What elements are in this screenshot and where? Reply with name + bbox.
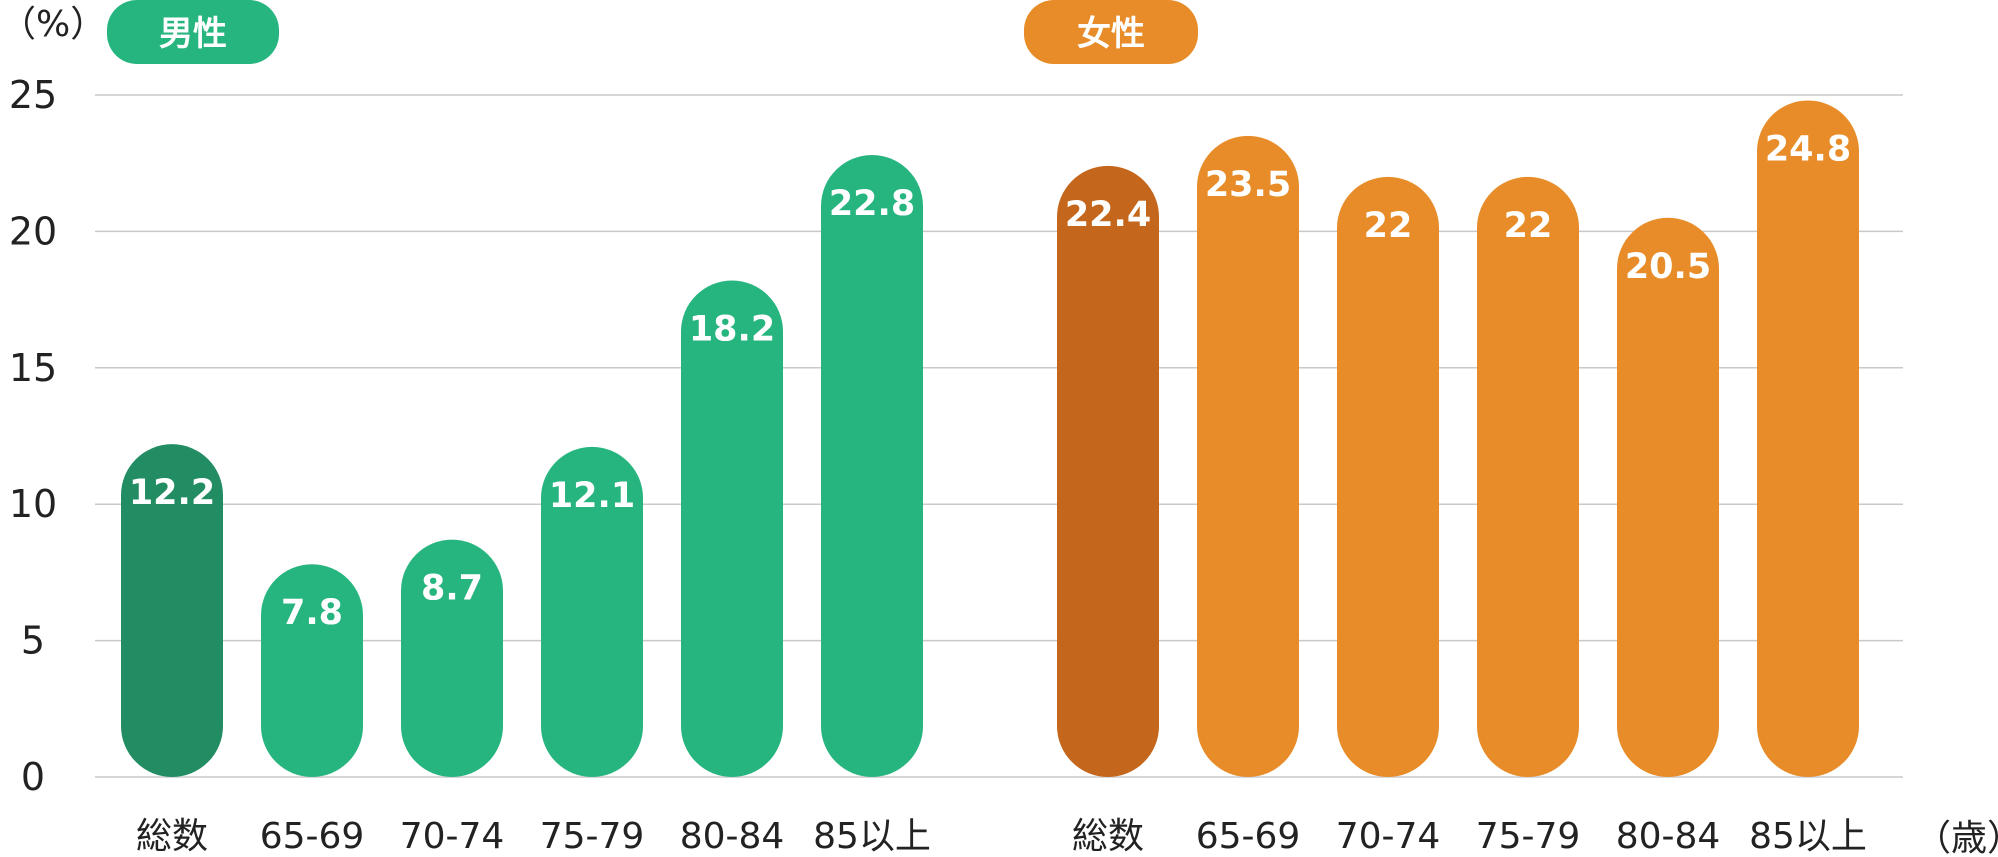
data-value-label: 20.5 [1625,247,1711,287]
bar [1057,165,1159,778]
data-value-label: 23.5 [1205,165,1291,205]
x-category-label: 80-84 [680,816,785,857]
data-value-label: 18.2 [689,310,775,350]
bar [1197,135,1299,778]
bar [1477,176,1579,778]
x-category-label: 総数 [136,816,208,857]
y-tick-label: 15 [9,346,57,390]
data-value-label: 12.2 [129,473,215,513]
y-axis-ticks: 0 5 10 15 20 25 [9,73,57,799]
bar [121,444,223,777]
x-category-label: 80-84 [1616,816,1721,857]
x-category-label: 65-69 [260,816,365,857]
series-name-label: 男性 [159,14,227,54]
y-axis-unit-label: （%） [0,4,106,45]
data-value-label: 7.8 [281,593,343,633]
bars: 12.2 7.8 8.7 12.1 18.2 22.8 22.4 23.5 22 22 20.5 24… [121,100,1859,778]
y-tick-label: 20 [9,209,57,253]
bar [1337,176,1439,778]
y-tick-label: 25 [9,73,57,117]
y-tick-label: 0 [21,755,45,799]
bar [401,539,503,777]
y-tick-label: 10 [9,482,57,526]
x-category-label: 65-69 [1196,816,1301,857]
x-category-label: 総数 [1072,816,1144,857]
bar [681,280,783,777]
x-category-label: 85以上 [1749,816,1867,857]
x-category-label: 70-74 [400,816,505,857]
group-legend-pills: 男性 女性 [107,0,1198,64]
data-value-label: 22.4 [1065,195,1151,235]
bar [1617,217,1719,777]
x-category-label: 85以上 [813,816,931,857]
data-value-label: 22.8 [829,184,915,224]
bar [541,446,643,777]
grid-lines [95,94,1903,778]
data-value-label: 8.7 [421,569,483,609]
data-value-label: 22 [1364,206,1413,246]
x-category-label: 75-79 [540,816,645,857]
x-category-label: 75-79 [1476,816,1581,857]
bar [821,155,923,778]
series-pill [107,0,279,64]
series-name-label: 女性 [1077,14,1145,54]
x-axis-category-labels: 総数 65-69 70-74 75-79 80-84 85以上 総数 65-69 70-74 75… [136,816,1867,857]
data-value-label: 24.8 [1765,129,1851,169]
bar [261,564,363,777]
bar [1757,100,1859,778]
data-value-label: 12.1 [549,476,635,516]
x-axis-unit-label: （歳） [1915,818,1998,857]
data-value-label: 22 [1504,206,1553,246]
x-category-label: 70-74 [1336,816,1441,857]
y-tick-label: 5 [21,619,45,663]
series-pill [1024,0,1198,64]
